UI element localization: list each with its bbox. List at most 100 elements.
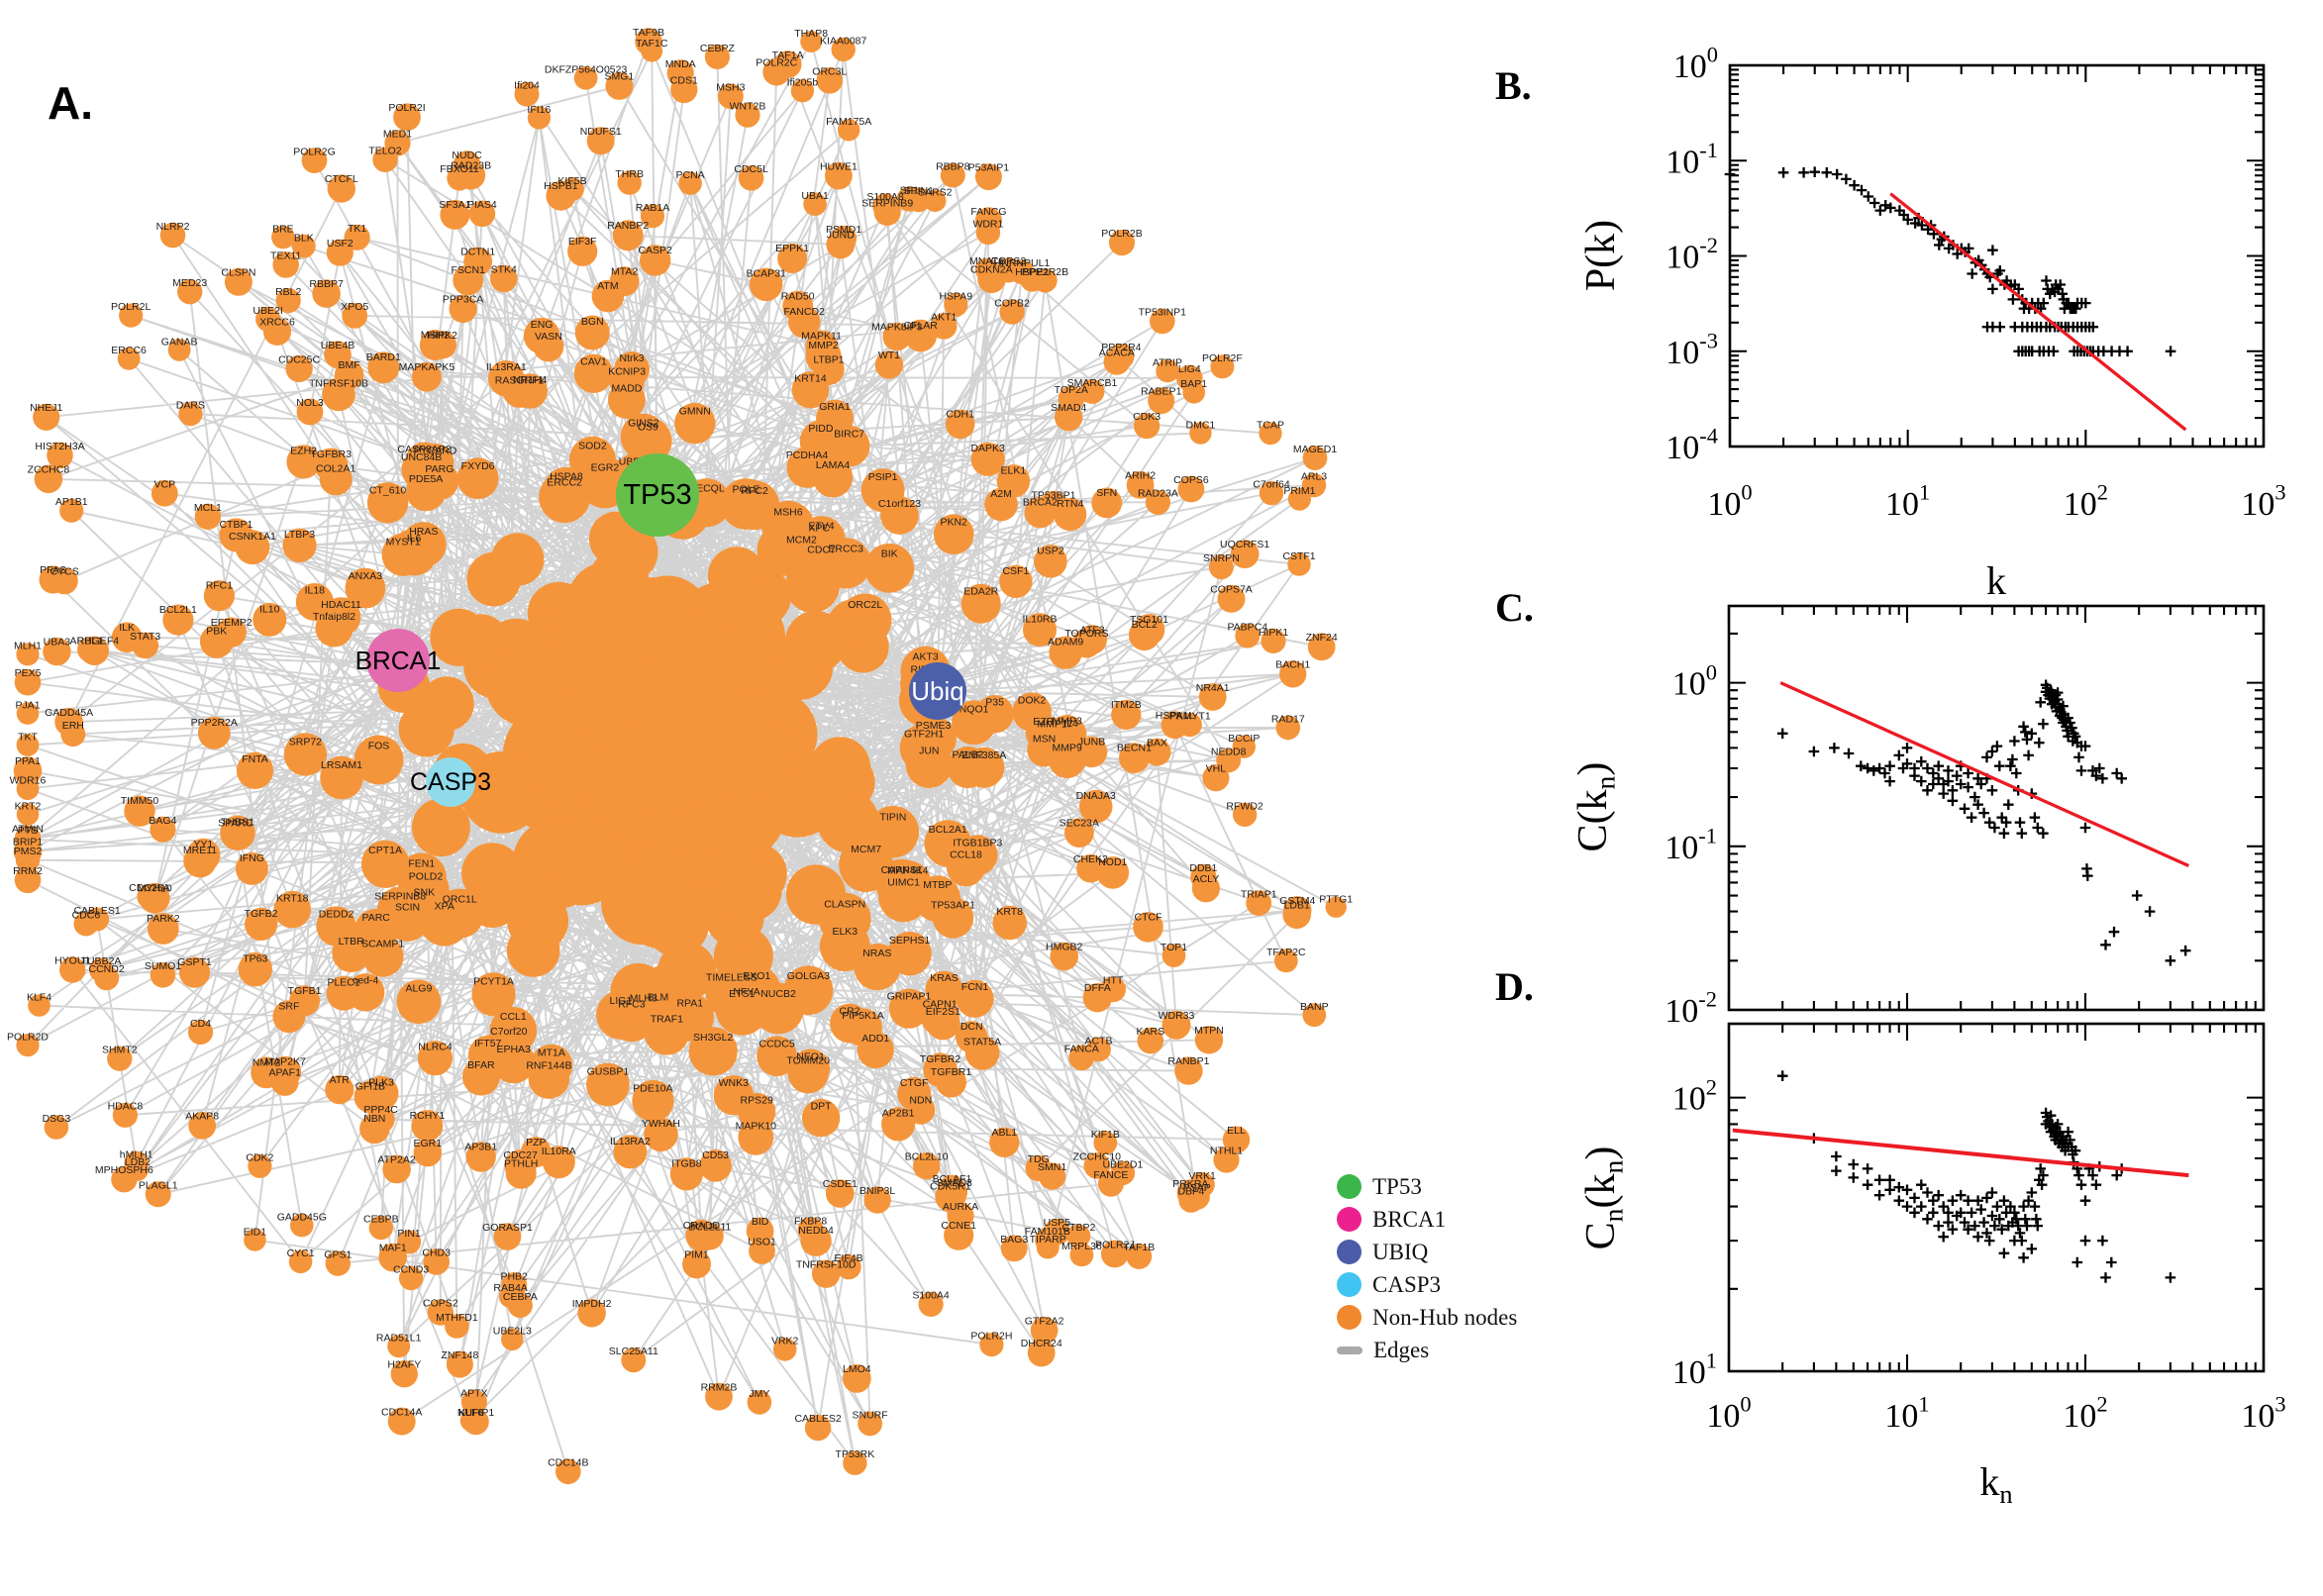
gene-label: COL2A1 — [316, 463, 355, 475]
gene-label: CAPN1 — [923, 999, 958, 1011]
gene-label: WNT2B — [730, 101, 766, 113]
gene-label: MT1A — [538, 1047, 565, 1059]
network-node — [574, 315, 610, 350]
gene-label: SOD2 — [578, 441, 607, 452]
network-node — [839, 593, 892, 647]
network-node — [749, 267, 783, 302]
gene-label: CTGF — [900, 1077, 929, 1089]
gene-label: UQCRFS1 — [1220, 539, 1269, 550]
gene-label: UBA1 — [801, 190, 829, 202]
gene-label: GORASP1 — [482, 1222, 533, 1234]
gene-label: SFN — [1096, 487, 1117, 499]
network-node — [882, 322, 911, 351]
network-node — [960, 583, 1001, 624]
gene-label: PKN2 — [940, 517, 967, 529]
gene-label: RCHY1 — [410, 1110, 446, 1122]
gene-label: EIF4B — [835, 1252, 863, 1264]
gene-label: DBF4 — [1177, 1186, 1204, 1198]
gene-label: GINS2 — [628, 418, 659, 430]
network-node — [117, 347, 141, 370]
gene-label: IL4 — [1063, 718, 1078, 730]
gene-label: POLR2C — [756, 57, 797, 69]
gene-label: UIMC1 — [887, 877, 920, 889]
network-node — [1230, 540, 1260, 568]
gene-label: CCNE1 — [941, 1220, 976, 1232]
gene-label: KCNIP3 — [608, 365, 646, 377]
network-node — [800, 31, 823, 52]
gene-label: CRADD — [683, 1220, 721, 1232]
gene-label: MAPK11 — [801, 331, 842, 343]
gene-label: NHEJ1 — [30, 402, 62, 414]
gene-label: TOP1 — [1161, 942, 1187, 953]
gene-label: COPS6 — [1173, 474, 1209, 486]
gene-label: ELK3 — [832, 926, 858, 938]
network-node — [178, 956, 211, 988]
gene-label: SMAD3 — [937, 1177, 972, 1189]
gene-label: THRB — [615, 168, 644, 180]
axis-ticks-D — [1727, 1024, 2266, 1373]
gene-label: ZNF24 — [1306, 632, 1338, 644]
network-node — [489, 264, 518, 293]
gene-label: PLAGL1 — [139, 1180, 178, 1192]
network-node — [1191, 874, 1220, 903]
gene-label: IFT57 — [474, 1038, 502, 1049]
gene-label: CDKN2A — [970, 264, 1013, 276]
gene-label: USP5 — [1044, 1217, 1071, 1229]
network-node — [1145, 489, 1170, 515]
gene-label: USF2 — [327, 238, 354, 249]
gene-label: WDR16 — [10, 775, 47, 787]
hub-label-ubiq: Ubiq — [911, 676, 963, 706]
gene-label: PTTG1 — [1319, 893, 1353, 905]
gene-label: UBE4B — [321, 340, 354, 351]
gene-label: POLR2G — [293, 146, 336, 157]
gene-label: Ifi205b — [787, 76, 819, 88]
network-node — [262, 317, 292, 346]
gene-label: NRAS — [862, 948, 891, 959]
gene-label: PMS2 — [14, 846, 43, 857]
gene-label: EGR2 — [591, 462, 620, 474]
network-node — [1189, 422, 1212, 445]
gene-label: SPARC — [218, 818, 253, 830]
edge-swatch-icon — [1337, 1346, 1363, 1354]
gene-label: H2AFY — [387, 1359, 421, 1371]
gene-label: DMC1 — [1186, 420, 1216, 432]
gene-label: LTBP3 — [284, 529, 315, 541]
network-node — [1302, 1003, 1327, 1028]
gene-label: MCM7 — [851, 844, 881, 855]
network-node — [238, 952, 272, 987]
gene-label: WNK3 — [719, 1077, 749, 1089]
gene-label: RBBP8 — [936, 160, 970, 172]
gene-label: CFLAR — [903, 320, 938, 332]
gene-label: SNK — [414, 887, 436, 899]
gene-label: MAPK10 — [736, 1121, 777, 1133]
network-node — [801, 1098, 841, 1138]
gene-label: RBL2 — [275, 286, 301, 298]
gene-label: HNRNPUL1 — [994, 257, 1051, 269]
gene-label: RANBP1 — [1167, 1055, 1209, 1067]
panel-C: 100 10-1 10-2 C(kn) — [1570, 604, 2266, 1030]
network-node — [888, 988, 930, 1029]
gene-label: RABEP1 — [1141, 386, 1182, 398]
network-node — [1189, 1171, 1215, 1198]
network-node — [342, 303, 368, 329]
network-node — [1325, 896, 1347, 918]
gene-label: MTBP — [923, 879, 952, 891]
gene-label: BCLAF1 — [933, 1173, 972, 1185]
legend: TP53 BRCA1 UBIQ CASP3 Non-Hub nodes Edges — [1337, 1170, 1517, 1366]
network-node — [159, 222, 186, 249]
gene-label: MTPN — [1194, 1025, 1224, 1037]
network-node — [327, 174, 355, 203]
network-node — [151, 479, 178, 507]
network-node — [320, 755, 363, 800]
network-node — [762, 57, 791, 86]
gene-label: KARS — [1137, 1026, 1165, 1038]
gene-label: DEDD2 — [319, 908, 354, 920]
gene-label: UBE2D1 — [1102, 1158, 1143, 1170]
gene-label: ERCC2 — [547, 477, 582, 489]
gene-label: ETS1 — [729, 988, 755, 1000]
y-tick-label: 100 — [1673, 43, 1718, 85]
gene-label: APAF1 — [268, 1067, 301, 1079]
gene-label: APTX — [460, 1388, 487, 1400]
network-node — [456, 457, 499, 500]
